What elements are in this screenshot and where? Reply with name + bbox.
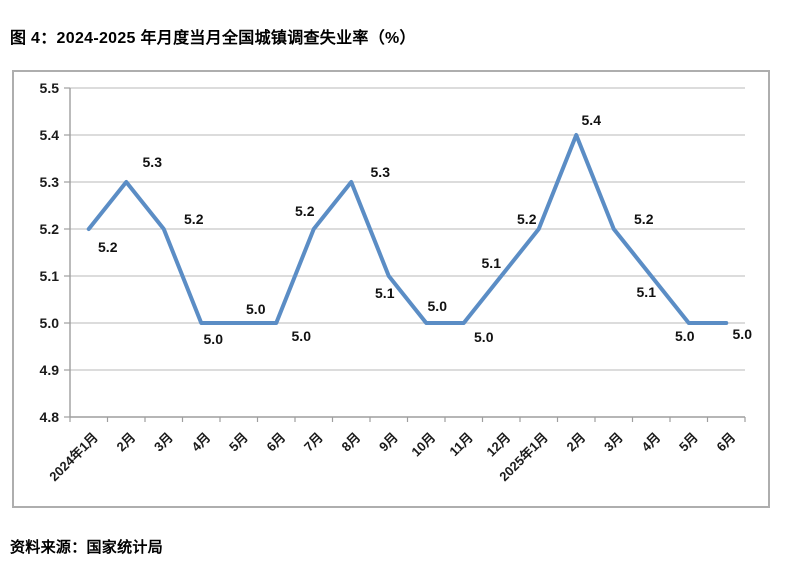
- x-axis-label: 4月: [638, 430, 663, 455]
- x-axis-label: 5月: [226, 430, 251, 455]
- data-label: 5.2: [98, 239, 118, 255]
- data-label: 5.1: [637, 284, 657, 300]
- x-axis-label: 3月: [151, 430, 176, 455]
- data-label: 5.0: [675, 328, 695, 344]
- x-axis-label: 11月: [446, 430, 476, 460]
- x-axis-label: 2月: [563, 430, 588, 455]
- data-label: 5.3: [371, 164, 391, 180]
- data-label: 5.4: [582, 112, 602, 128]
- x-axis-label: 2月: [113, 430, 138, 455]
- data-label: 5.2: [184, 211, 204, 227]
- y-axis-label: 5.3: [40, 174, 60, 190]
- figure-caption: 图 4：2024-2025 年月度当月全国城镇调查失业率（%）: [10, 30, 416, 47]
- y-axis-label: 5.0: [40, 315, 60, 331]
- y-axis-label: 5.4: [40, 127, 60, 143]
- x-axis-label: 9月: [376, 430, 401, 455]
- data-label: 5.0: [292, 328, 312, 344]
- x-axis-label: 4月: [188, 430, 213, 455]
- data-label: 5.1: [375, 285, 395, 301]
- data-label: 5.1: [482, 255, 502, 271]
- x-axis-label: 7月: [301, 430, 326, 455]
- x-axis-label: 2024年1月: [46, 430, 101, 485]
- data-label: 5.0: [204, 331, 224, 347]
- y-axis-label: 4.9: [40, 362, 60, 378]
- x-axis-label: 6月: [263, 430, 288, 455]
- y-axis-label: 4.8: [40, 409, 60, 425]
- series-line: [86, 133, 729, 325]
- data-label: 5.2: [634, 211, 654, 227]
- data-label: 5.0: [474, 329, 494, 345]
- line-chart: 4.8 4.9 5.0 5.1 5.2 5.3 5.4 5.5 2024年1月 2月 3月 4月 5月 6…: [40, 80, 753, 485]
- y-axis-label: 5.2: [40, 221, 60, 237]
- x-axis-label: 10月: [408, 430, 438, 460]
- data-label: 5.0: [428, 298, 448, 314]
- data-label: 5.0: [246, 301, 266, 317]
- x-axis-label: 12月: [483, 430, 513, 460]
- data-label: 5.2: [517, 211, 537, 227]
- x-axis-label: 6月: [713, 430, 738, 455]
- y-axis-label: 5.1: [40, 268, 60, 284]
- x-axis-label: 8月: [338, 430, 363, 455]
- y-axis-label: 5.5: [40, 80, 60, 96]
- chart-frame: 4.8 4.9 5.0 5.1 5.2 5.3 5.4 5.5 2024年1月 2月 3月 4月 5月 6…: [12, 70, 770, 508]
- data-label: 5.3: [143, 154, 163, 170]
- data-label: 5.0: [733, 326, 753, 342]
- figure-source: 资料来源：国家统计局: [10, 539, 164, 556]
- x-axis-label: 3月: [601, 430, 626, 455]
- data-label: 5.2: [295, 203, 315, 219]
- x-axis-label: 5月: [676, 430, 701, 455]
